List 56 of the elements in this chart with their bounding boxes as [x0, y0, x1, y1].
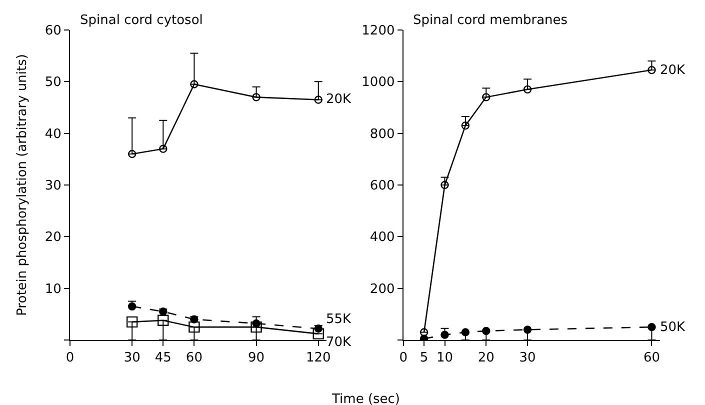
point: [128, 150, 136, 158]
x-tick-label: 60: [186, 350, 202, 366]
y-tick-label: 800: [370, 126, 395, 142]
chart-title: Spinal cord cytosol: [80, 13, 203, 28]
point: [420, 328, 428, 336]
point: [312, 328, 324, 340]
series-label: 55K: [326, 312, 352, 327]
point: [190, 80, 198, 88]
point: [482, 326, 490, 336]
point: [648, 322, 656, 332]
point: [158, 314, 169, 326]
point: [440, 330, 449, 339]
point: [250, 321, 262, 333]
x-tick-label: 10: [436, 350, 454, 366]
x-tick-label: 45: [154, 350, 172, 366]
series-label: 20K: [326, 92, 352, 107]
point: [648, 66, 656, 74]
point: [482, 93, 490, 102]
point: [159, 307, 168, 316]
point: [314, 96, 322, 104]
y-tick-label: 20: [44, 230, 62, 246]
x-tick-label: 30: [519, 350, 536, 366]
x-tick-label: 20: [478, 350, 494, 366]
y-tick-label: 40: [44, 126, 62, 142]
x-tick-label: 90: [248, 350, 265, 366]
x-tick-label: 60: [643, 350, 660, 366]
y-tick-label: 1000: [362, 75, 395, 90]
x-axis-title: Time (sec): [331, 392, 400, 405]
y-tick-label: 400: [370, 230, 395, 246]
point: [159, 144, 168, 153]
series-label: 20K: [660, 63, 686, 78]
x-tick-label: 5: [420, 350, 428, 366]
y-tick-label: 600: [370, 178, 395, 194]
y-tick-label: 1200: [362, 24, 395, 39]
point: [126, 316, 138, 328]
y-tick-label: 60: [44, 24, 62, 39]
y-tick-label: 200: [370, 282, 395, 297]
point: [440, 180, 449, 190]
legend-label: 70K: [326, 335, 352, 350]
point: [252, 93, 260, 102]
y-tick-label: 10: [44, 282, 62, 297]
x-tick-label: 120: [306, 350, 331, 366]
y-axis-title: Protein phosphorylation (arbitrary units): [14, 54, 30, 316]
chart-title: Spinal cord membranes: [413, 13, 568, 28]
x-tick-label: 0: [399, 350, 408, 366]
series-label: 50K: [660, 320, 686, 335]
point: [128, 302, 136, 311]
y-tick-label: 50: [44, 75, 62, 90]
point: [461, 328, 470, 336]
point: [461, 121, 470, 130]
point: [188, 321, 200, 333]
x-tick-label: 30: [124, 350, 140, 366]
point: [523, 326, 532, 334]
y-tick-label: 30: [44, 178, 62, 194]
point: [523, 85, 532, 94]
x-tick-label: 0: [66, 350, 74, 366]
